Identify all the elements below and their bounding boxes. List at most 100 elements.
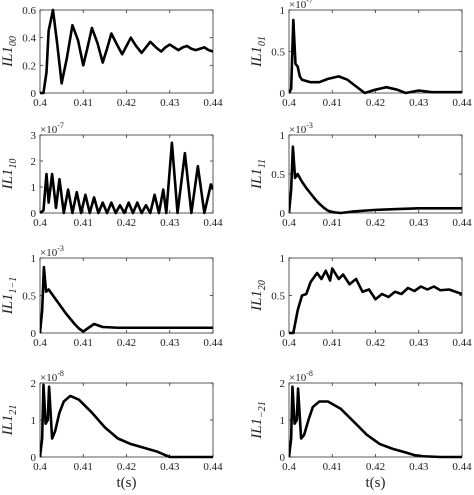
- x-tick-label: 0.4: [282, 217, 296, 229]
- x-axis-label: t(s): [117, 475, 137, 491]
- y-tick-label: 0.2: [22, 60, 36, 72]
- y-label-sub: 11: [257, 159, 268, 168]
- x-tick-label: 0.41: [74, 217, 93, 229]
- subplot: 0 1 2 0.4 0.41 0.42 0.43 0.44 IL1−21 ×10-8 t(s): [249, 369, 472, 491]
- exponent-base: ×10: [40, 124, 58, 136]
- x-tick-label: 0.42: [117, 217, 136, 229]
- x-tick-label: 0.44: [203, 217, 223, 229]
- y-label-sub: 1−1: [8, 277, 19, 294]
- y-exponent: ×10-3: [289, 121, 313, 136]
- y-exponent: ×10-7: [40, 121, 64, 136]
- y-label-sub: −21: [257, 401, 268, 418]
- x-tick-label: 0.42: [366, 461, 385, 473]
- subplot: 0 0.5 1 0.4 0.41 0.42 0.43 0.44 IL120: [249, 253, 472, 349]
- x-tick-label: 0.41: [323, 97, 342, 109]
- y-label-sub: 20: [257, 280, 268, 290]
- y-exponent: ×10-3: [40, 244, 64, 259]
- data-line: [40, 265, 213, 334]
- y-tick-label: 0: [280, 452, 286, 464]
- data-line: [40, 8, 213, 95]
- x-tick-label: 0.4: [33, 461, 47, 473]
- y-tick-label: 0.5: [271, 169, 285, 181]
- y-tick-label: 1: [280, 130, 286, 142]
- y-label-sub: 21: [8, 405, 19, 415]
- x-tick-label: 0.42: [117, 97, 136, 109]
- y-tick-label: 0.5: [271, 291, 285, 303]
- x-tick-label: 0.43: [409, 461, 429, 473]
- axes-box: [288, 9, 463, 94]
- x-tick-label: 0.4: [282, 97, 296, 109]
- subplot: 0 1 2 3 0.4 0.41 0.42 0.43 0.44 IL110 ×10-7: [0, 121, 223, 229]
- x-tick-label: 0.41: [323, 337, 342, 349]
- y-tick-label: 0: [31, 328, 37, 340]
- y-axis-label: IL120: [249, 280, 268, 312]
- subplot: 0 0.5 1 0.4 0.41 0.42 0.43 0.44 IL11−1 ×10-3: [0, 244, 223, 349]
- x-tick-label: 0.42: [117, 337, 136, 349]
- y-tick-label: 0: [31, 452, 37, 464]
- y-tick-label: 0: [31, 88, 37, 100]
- data-line: [289, 145, 462, 215]
- y-axis-label: IL110: [0, 159, 19, 191]
- x-axis-label: t(s): [366, 475, 386, 491]
- y-label-sub: 01: [257, 36, 268, 46]
- y-label-sub: 00: [8, 36, 19, 46]
- y-axis-label: IL121: [0, 405, 19, 437]
- x-tick-label: 0.41: [323, 461, 342, 473]
- x-tick-label: 0.43: [160, 217, 180, 229]
- subplot: 0 0.5 1 0.4 0.41 0.42 0.43 0.44 IL101 ×10-7: [249, 0, 472, 109]
- axes-box: [39, 9, 214, 94]
- y-tick-label: 1: [280, 253, 286, 265]
- axes-box: [288, 257, 463, 334]
- y-exponent: ×10-7: [289, 0, 313, 11]
- y-tick-label: 0.5: [271, 47, 285, 59]
- x-tick-label: 0.44: [452, 337, 472, 349]
- y-tick-label: 0: [280, 88, 286, 100]
- y-exponent: ×10-8: [40, 369, 64, 384]
- y-tick-label: 1: [280, 415, 286, 427]
- y-tick-label: 0: [31, 208, 37, 220]
- x-tick-label: 0.43: [409, 97, 429, 109]
- y-label-main: IL1: [0, 415, 16, 437]
- x-tick-label: 0.43: [409, 337, 429, 349]
- subplot: 0 0.5 1 0.4 0.41 0.42 0.43 0.44 IL111 ×10-3: [249, 121, 472, 229]
- exponent-base: ×10: [289, 372, 307, 384]
- x-tick-label: 0.42: [366, 217, 385, 229]
- x-tick-label: 0.41: [74, 461, 93, 473]
- axes-box: [39, 382, 214, 458]
- y-label-main: IL1: [249, 168, 265, 190]
- y-label-sub: 10: [8, 159, 19, 169]
- y-axis-label: IL111: [249, 159, 268, 190]
- subplot: 0 1 2 0.4 0.41 0.42 0.43 0.44 IL121 ×10-8 t(s): [0, 369, 223, 491]
- y-tick-label: 1: [280, 5, 286, 17]
- data-line: [289, 267, 462, 335]
- x-tick-label: 0.42: [366, 97, 385, 109]
- x-tick-label: 0.41: [74, 337, 93, 349]
- exponent-base: ×10: [40, 372, 58, 384]
- y-label-main: IL1: [249, 290, 265, 312]
- y-axis-label: IL1−21: [249, 401, 268, 440]
- y-tick-label: 2: [31, 378, 37, 390]
- y-label-main: IL1: [249, 46, 265, 68]
- data-line: [289, 18, 462, 95]
- exponent-base: ×10: [40, 247, 58, 259]
- x-tick-label: 0.44: [452, 97, 472, 109]
- x-tick-label: 0.41: [74, 97, 93, 109]
- exponent-power: -8: [306, 369, 313, 378]
- y-tick-label: 2: [31, 156, 37, 168]
- x-tick-label: 0.4: [282, 337, 296, 349]
- x-tick-label: 0.43: [160, 461, 180, 473]
- data-line: [40, 141, 213, 215]
- exponent-power: -7: [57, 121, 64, 130]
- exponent-power: -3: [306, 121, 313, 130]
- y-tick-label: 0.5: [22, 291, 36, 303]
- x-tick-label: 0.42: [366, 337, 385, 349]
- x-tick-label: 0.42: [117, 461, 136, 473]
- x-tick-label: 0.44: [452, 461, 472, 473]
- x-tick-label: 0.4: [33, 217, 47, 229]
- y-tick-label: 2: [280, 378, 286, 390]
- y-label-main: IL1: [0, 293, 16, 315]
- exponent-base: ×10: [289, 124, 307, 136]
- y-axis-label: IL100: [0, 36, 19, 68]
- exponent-base: ×10: [289, 0, 307, 11]
